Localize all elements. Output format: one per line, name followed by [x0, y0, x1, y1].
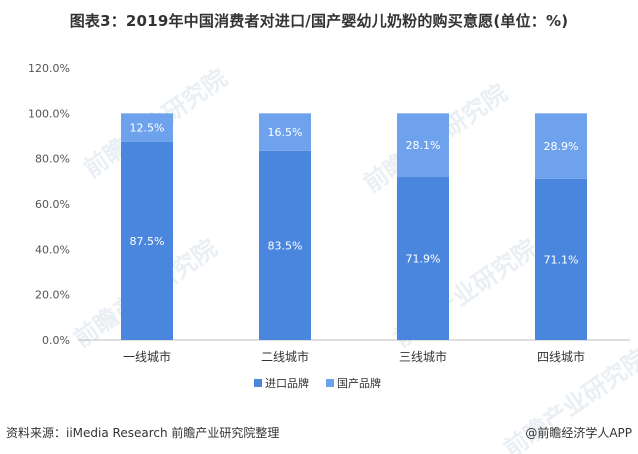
x-tick-label: 四线城市: [537, 349, 585, 364]
y-tick-label: 100.0%: [28, 107, 70, 120]
x-tick-label: 二线城市: [261, 349, 309, 364]
bar-segment-domestic: [535, 113, 587, 179]
y-tick-label: 80.0%: [35, 153, 70, 166]
bars: 87.5% 12.5% 83.5% 16.5% 71.9% 28.1% 71.1% 28.9%: [121, 113, 587, 340]
y-axis: 0.0% 20.0% 40.0% 60.0% 80.0% 100.0% 120.0%: [28, 62, 70, 347]
chart-title: 图表3：2019年中国消费者对进口/国产婴幼儿奶粉的购买意愿(单位：%): [69, 12, 569, 30]
data-label: 71.1%: [544, 253, 579, 266]
bar-segment-import: [121, 141, 173, 340]
bar-segment-domestic: [259, 113, 311, 151]
data-label: 28.9%: [544, 140, 579, 153]
data-label: 28.1%: [406, 139, 441, 152]
bar-segment-domestic: [121, 113, 173, 142]
legend-swatch: [326, 379, 334, 387]
legend: 进口品牌 国产品牌: [254, 376, 381, 390]
data-label: 12.5%: [130, 122, 165, 135]
data-label: 16.5%: [268, 126, 303, 139]
legend-label: 国产品牌: [337, 376, 381, 390]
y-tick-label: 0.0%: [42, 334, 70, 347]
legend-swatch: [254, 379, 262, 387]
bar-segment-import: [259, 150, 311, 340]
source-note: 资料来源：iiMedia Research 前瞻产业研究院整理: [6, 426, 280, 440]
credit-note: @前瞻经济学人APP: [525, 426, 632, 440]
bar-segment-import: [535, 178, 587, 340]
bar-segment-import: [397, 177, 449, 340]
x-axis: 一线城市 二线城市 三线城市 四线城市: [123, 349, 585, 364]
y-tick-label: 60.0%: [35, 198, 70, 211]
footer: 资料来源：iiMedia Research 前瞻产业研究院整理 @前瞻经济学人A…: [6, 424, 632, 444]
legend-label: 进口品牌: [265, 376, 309, 390]
data-label: 83.5%: [268, 239, 303, 252]
x-tick-label: 一线城市: [123, 349, 171, 364]
y-tick-label: 120.0%: [28, 62, 70, 75]
y-tick-label: 40.0%: [35, 243, 70, 256]
bar-segment-domestic: [397, 113, 449, 178]
x-tick-label: 三线城市: [399, 349, 447, 364]
data-label: 87.5%: [130, 235, 165, 248]
data-label: 71.9%: [406, 253, 441, 266]
y-tick-label: 20.0%: [35, 289, 70, 302]
